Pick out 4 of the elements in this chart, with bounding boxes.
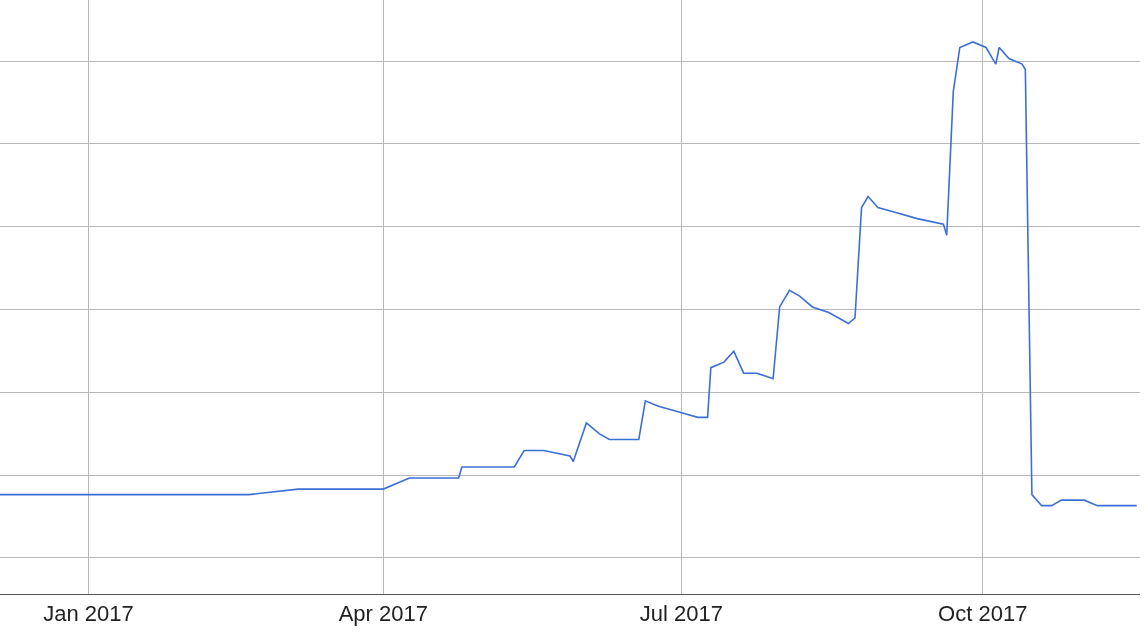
x-tick-label: Oct 2017 xyxy=(938,601,1028,627)
x-tick-label: Jan 2017 xyxy=(43,601,134,627)
x-tick-label: Apr 2017 xyxy=(338,601,428,627)
x-tick-label: Jul 2017 xyxy=(639,601,723,627)
